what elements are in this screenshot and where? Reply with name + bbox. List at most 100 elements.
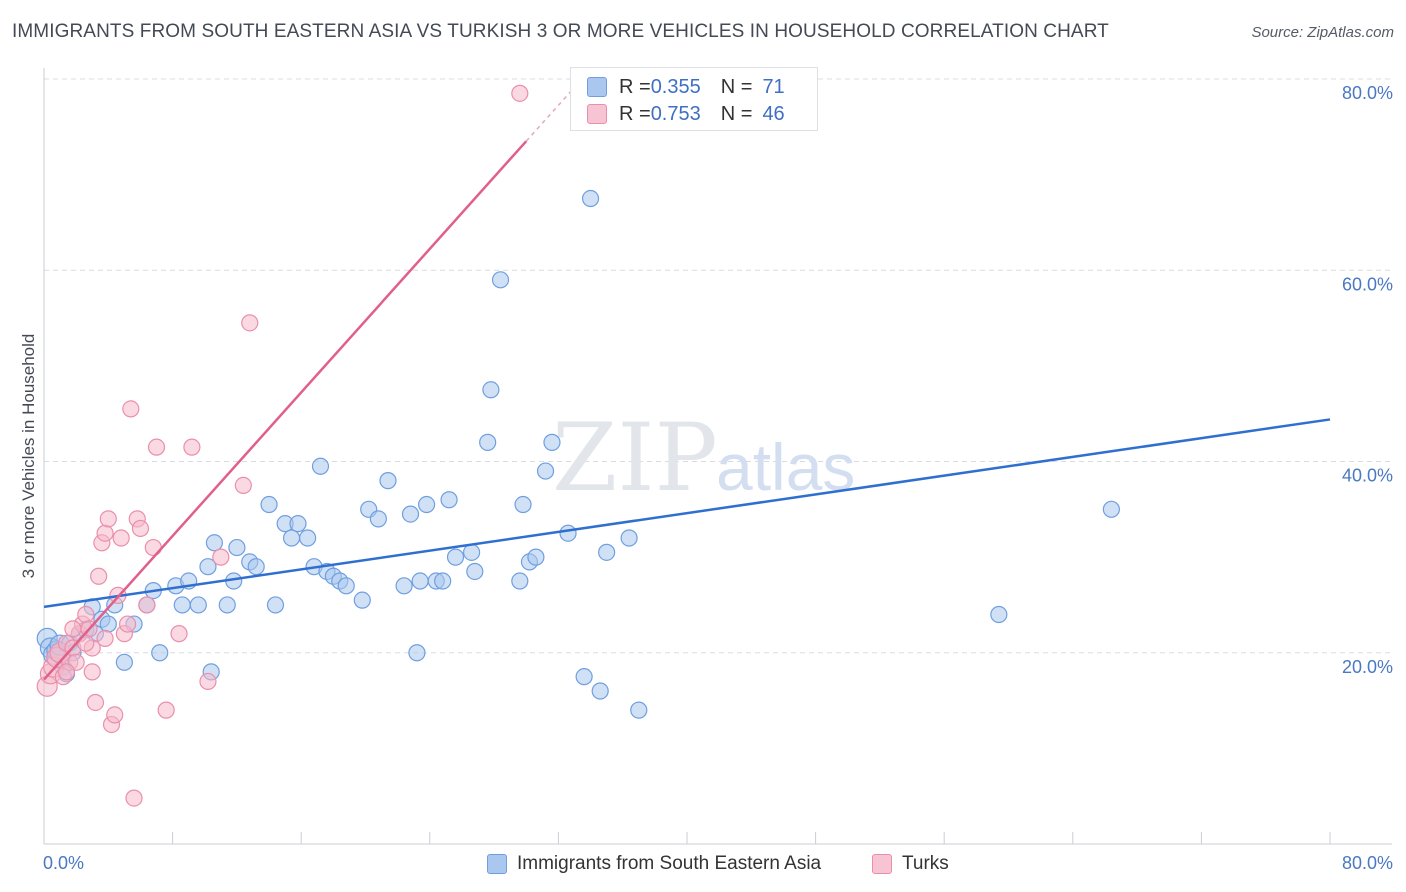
data-point-turks [57,663,76,681]
data-point-immigrants [266,596,285,614]
data-point-immigrants [247,558,265,576]
data-point-turks [212,548,230,566]
data-point-immigrants [205,534,223,552]
data-point-immigrants [482,381,500,399]
legend-swatch-pink [872,854,892,874]
tick-labels: 20.0% 40.0% 60.0% 80.0% 0.0% 80.0% [43,83,1393,873]
series-turks-points [36,84,529,807]
trend-line-turks [43,140,528,681]
data-point-turks [118,615,137,633]
data-point-turks [199,672,217,691]
data-point-immigrants [462,543,481,561]
data-point-turks [157,701,175,719]
data-point-turks [125,789,143,807]
watermark: ZIP atlas [552,404,855,513]
data-point-immigrants [173,596,191,614]
data-point-immigrants [575,668,593,686]
data-point-turks [241,314,259,332]
data-point-immigrants [282,529,301,547]
data-point-immigrants [630,701,648,719]
data-point-immigrants [299,529,317,547]
y-tick-label: 80.0% [1342,83,1393,103]
data-point-turks [144,538,162,557]
data-point-immigrants [446,548,465,566]
data-point-immigrants [598,543,616,561]
y-axis-title: 3 or more Vehicles in Household [19,334,38,579]
legend-swatch-pink [587,104,607,124]
y-tick-label: 40.0% [1342,466,1393,486]
legend-swatch-blue [487,854,507,874]
legend-row-immigrants: R = 0.355 N = 71 [587,75,785,99]
data-point-immigrants [369,510,387,528]
data-point-immigrants [115,653,133,671]
y-tick-label: 60.0% [1342,274,1393,294]
data-point-immigrants [289,515,307,533]
data-point-turks [234,476,252,495]
stats-legend: R = 0.355 N = 71 R = 0.753 N = 46 [570,67,818,131]
data-point-immigrants [581,189,600,208]
data-point-immigrants [260,495,278,514]
legend-item-immigrants[interactable]: Immigrants from South Eastern Asia [487,853,821,875]
data-point-immigrants [151,644,169,662]
data-point-turks [90,567,108,585]
legend-n-value: 71 [762,75,785,98]
data-point-turks [170,625,188,643]
data-point-immigrants [311,457,330,475]
data-point-immigrants [536,462,555,480]
data-point-immigrants [99,615,117,633]
data-point-turks [96,629,114,648]
legend-row-turks: R = 0.753 N = 46 [587,102,785,126]
data-point-turks [131,519,150,538]
data-point-immigrants [434,572,452,590]
legend-n-label: N = [720,75,753,98]
legend-r-label: R = [619,75,651,98]
data-point-immigrants [479,433,497,451]
legend-swatch-blue [587,77,607,97]
data-point-immigrants [411,572,429,590]
data-point-immigrants [337,577,355,595]
data-point-immigrants [511,572,529,590]
data-point-turks [138,596,156,614]
y-tick-label: 20.0% [1342,657,1393,677]
data-point-turks [147,438,166,456]
axes [43,68,1392,845]
data-point-immigrants [189,596,207,614]
data-point-turks [106,706,124,724]
data-point-immigrants [1102,500,1120,518]
data-point-immigrants [990,605,1008,624]
legend-label-turks: Turks [902,853,949,874]
data-point-immigrants [514,495,532,514]
data-point-immigrants [491,271,510,289]
series-immigrants-points [36,189,1120,719]
legend-r-label: R = [619,102,651,125]
data-point-turks [77,605,95,624]
data-point-turks [96,524,114,542]
data-point-turks [122,400,140,418]
data-point-immigrants [417,495,436,514]
data-point-turks [86,693,105,712]
data-point-immigrants [228,538,246,557]
trend-lines [43,83,1331,681]
legend-r-value: 0.753 [650,102,701,125]
legend-item-turks[interactable]: Turks [872,853,949,875]
legend-r-value: 0.355 [650,75,701,98]
chart-title: IMMIGRANTS FROM SOUTH EASTERN ASIA VS TU… [12,21,1109,42]
x-tick-label: 0.0% [43,853,84,873]
data-point-immigrants [527,548,545,566]
data-point-immigrants [199,558,217,576]
data-point-immigrants [408,644,426,662]
data-point-turks [112,529,130,547]
data-point-turks [183,438,201,456]
data-point-immigrants [401,505,420,523]
series-legend: Immigrants from South Eastern Asia Turks [0,851,1406,877]
legend-label-immigrants: Immigrants from South Eastern Asia [517,853,822,874]
data-point-immigrants [353,591,371,609]
data-point-turks [99,510,117,528]
watermark-zip: ZIP [552,404,718,513]
data-point-turks [83,663,101,681]
trend-line-immigrants [43,418,1331,609]
data-point-turks [64,620,82,638]
data-point-immigrants [395,577,413,595]
data-point-immigrants [591,682,609,700]
